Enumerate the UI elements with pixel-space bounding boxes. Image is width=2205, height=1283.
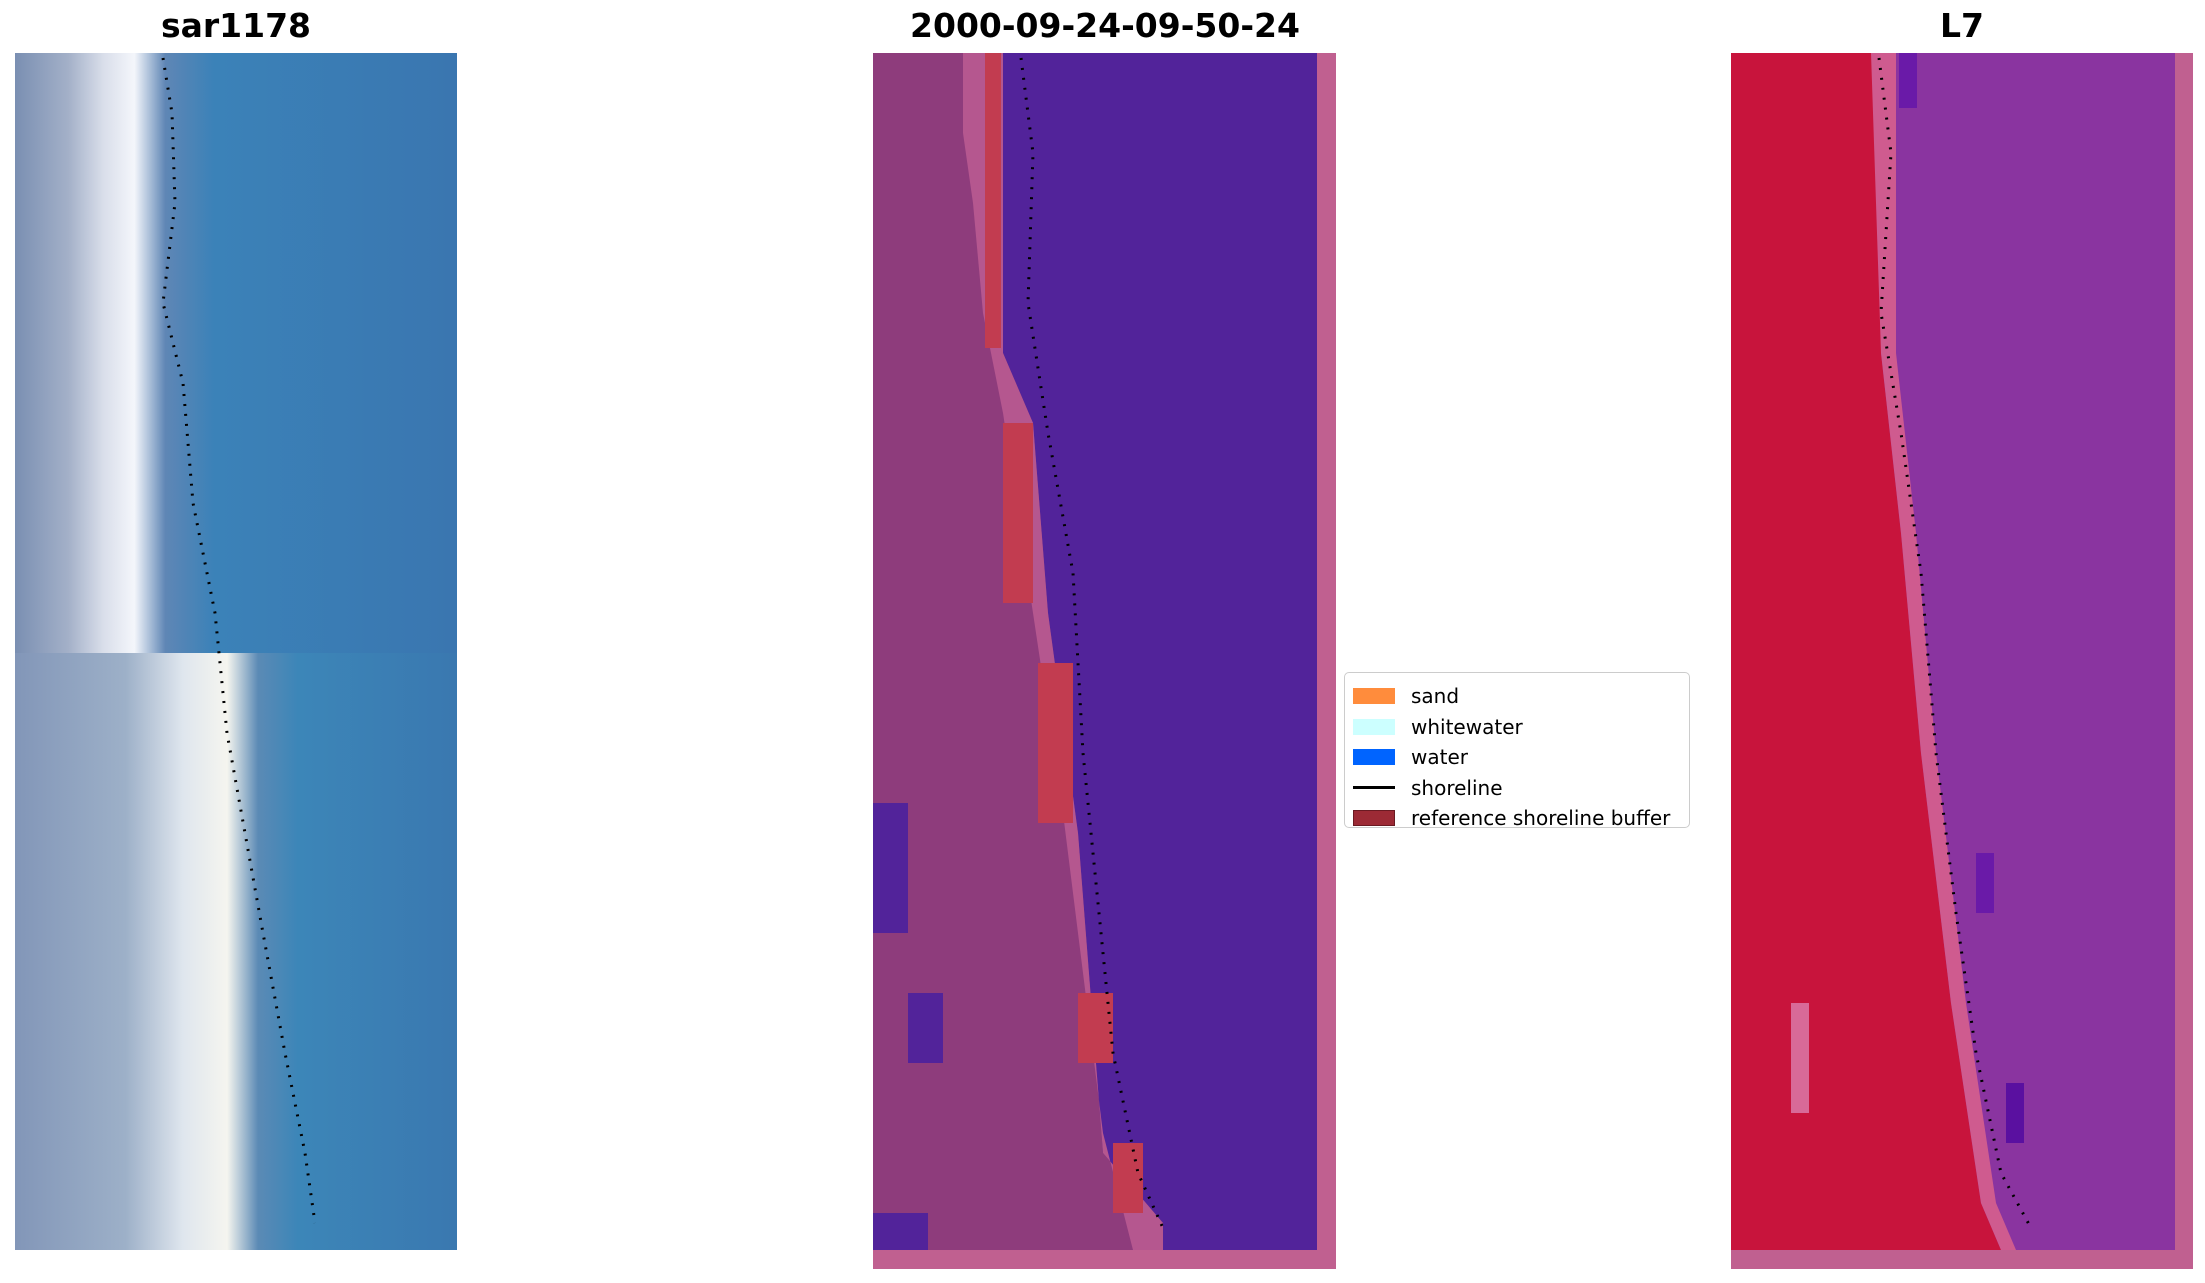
water-swatch bbox=[1353, 749, 1395, 766]
legend: sand whitewater water shoreline referenc… bbox=[1344, 672, 1690, 830]
legend-item-shoreline: shoreline bbox=[1345, 773, 1689, 804]
legend-label: reference shoreline buffer bbox=[1411, 806, 1671, 831]
false-color-panel bbox=[1731, 53, 2193, 1269]
panel-title-false-color: L7 bbox=[1940, 6, 1984, 45]
classification-image bbox=[873, 53, 1336, 1269]
legend-item-whitewater: whitewater bbox=[1345, 712, 1689, 743]
legend-item-reference-buffer: reference shoreline buffer bbox=[1345, 803, 1689, 834]
sand-swatch bbox=[1353, 688, 1395, 705]
classification-panel bbox=[873, 53, 1336, 1269]
buffer-swatch bbox=[1353, 810, 1395, 827]
legend-label: water bbox=[1411, 745, 1468, 770]
legend-label: sand bbox=[1411, 684, 1460, 709]
shoreline-dots bbox=[1019, 57, 1165, 1229]
legend-label: whitewater bbox=[1411, 714, 1523, 739]
panel-title-rgb: sar1178 bbox=[160, 6, 312, 45]
legend-label: shoreline bbox=[1411, 775, 1503, 800]
false-color-image bbox=[1731, 53, 2193, 1269]
legend-item-water: water bbox=[1345, 742, 1689, 773]
rgb-image bbox=[15, 53, 457, 1250]
shoreline-line-swatch bbox=[1353, 786, 1395, 790]
shoreline-dots bbox=[161, 57, 317, 1224]
panel-title-classification: 2000-09-24-09-50-24 bbox=[910, 6, 1300, 45]
rgb-image-panel bbox=[15, 53, 457, 1250]
legend-item-sand: sand bbox=[1345, 681, 1689, 712]
whitewater-swatch bbox=[1353, 718, 1395, 735]
